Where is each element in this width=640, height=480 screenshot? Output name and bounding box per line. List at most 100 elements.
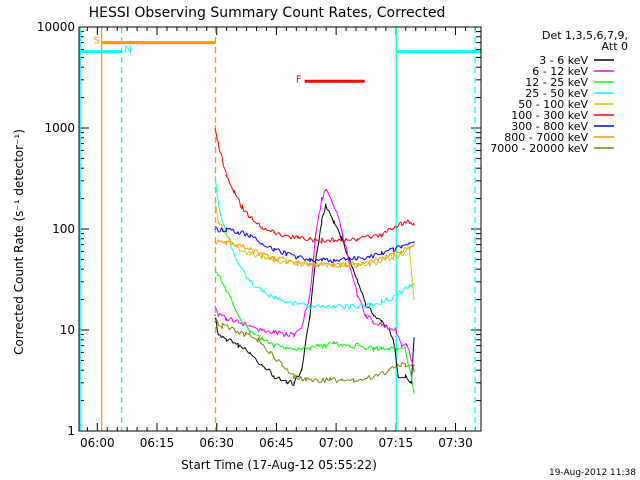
series-segment — [321, 304, 324, 307]
series-segment — [312, 237, 316, 243]
series-segment — [364, 235, 367, 238]
series-segment — [302, 261, 306, 266]
data-point — [400, 253, 402, 255]
data-point — [321, 197, 323, 200]
series-segment — [301, 359, 304, 370]
series-segment — [280, 261, 283, 264]
series-segment — [245, 332, 249, 335]
data-point — [321, 239, 323, 242]
series-segment — [315, 224, 318, 234]
series-segment — [246, 211, 250, 218]
data-point — [293, 348, 295, 350]
series-segment — [340, 262, 343, 268]
series-segment — [346, 304, 350, 310]
data-point — [317, 379, 319, 381]
series-segment — [233, 328, 237, 334]
data-point — [345, 306, 347, 308]
series-segment — [214, 177, 217, 187]
series-segment — [290, 380, 293, 386]
series-segment — [374, 323, 377, 325]
series-segment — [270, 245, 273, 251]
series-segment — [222, 230, 225, 233]
series-segment — [244, 247, 248, 250]
series-segment — [267, 246, 270, 248]
series-segment — [344, 247, 347, 254]
series-segment — [336, 238, 340, 242]
series-segment — [335, 265, 338, 268]
series-segment — [321, 196, 324, 201]
series-segment — [336, 226, 339, 231]
series-segment — [214, 269, 217, 273]
series-segment — [273, 356, 276, 360]
series-segment — [246, 247, 249, 250]
data-point — [413, 339, 415, 341]
series-segment — [227, 236, 230, 239]
series-segment — [405, 247, 409, 251]
series-segment — [396, 334, 399, 337]
series-segment — [226, 324, 230, 330]
series-segment — [304, 346, 308, 350]
data-point — [349, 345, 351, 347]
series-segment — [230, 339, 234, 344]
series-segment — [239, 230, 243, 235]
series-segment — [357, 282, 360, 286]
series-segment — [411, 383, 415, 394]
series-segment — [372, 234, 375, 237]
data-point — [249, 325, 251, 327]
series-segment — [214, 204, 217, 208]
data-point — [221, 325, 223, 327]
series-segment — [312, 271, 315, 286]
series-segment — [294, 254, 297, 260]
data-point — [392, 248, 395, 250]
series-segment — [369, 254, 372, 259]
series-segment — [251, 331, 254, 335]
series-segment — [293, 378, 297, 385]
series-segment — [300, 255, 304, 259]
data-point — [261, 253, 263, 256]
series-segment — [278, 297, 282, 301]
data-point — [217, 202, 219, 204]
series-segment — [357, 296, 360, 299]
series-segment — [357, 342, 360, 345]
data-point — [261, 339, 263, 341]
series-segment — [219, 151, 222, 153]
series-segment — [389, 256, 393, 261]
series-segment — [341, 229, 344, 239]
series-segment — [390, 328, 393, 331]
series-segment — [251, 248, 255, 254]
series-segment — [317, 380, 320, 384]
data-point — [293, 382, 295, 384]
series-segment — [215, 185, 218, 196]
data-point — [273, 296, 275, 299]
data-point — [341, 379, 343, 381]
x-tick-label: 07:15 — [379, 436, 414, 450]
legend-header-line-2: Att 0 — [602, 40, 628, 53]
series-segment — [316, 262, 319, 268]
data-point — [400, 245, 402, 247]
series-segment — [372, 253, 376, 259]
series-segment — [410, 371, 413, 384]
series-segment — [278, 248, 282, 254]
series-segment — [225, 339, 229, 342]
series-segment — [263, 245, 266, 248]
series-segment — [410, 367, 413, 384]
series-segment — [258, 363, 261, 366]
data-point — [309, 294, 311, 297]
series-segment — [360, 235, 363, 238]
series-segment — [215, 207, 218, 215]
series-segment — [341, 305, 345, 310]
series-segment — [217, 143, 221, 152]
series-segment — [310, 266, 314, 283]
series-segment — [242, 269, 246, 274]
data-point — [372, 314, 375, 316]
series-segment — [381, 250, 384, 256]
series-segment — [357, 238, 360, 241]
series-segment — [290, 331, 293, 335]
data-point — [413, 298, 415, 301]
series-segment — [396, 225, 399, 228]
data-point — [413, 390, 415, 392]
series-segment — [387, 248, 391, 252]
series-segment — [309, 281, 312, 295]
series-lines — [214, 125, 415, 394]
series-segment — [299, 261, 302, 267]
